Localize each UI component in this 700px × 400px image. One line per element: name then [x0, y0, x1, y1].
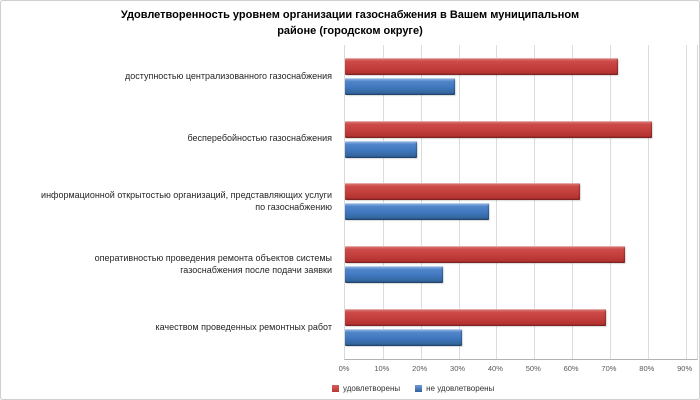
bar-satisfied [345, 309, 607, 327]
legend: удовлетворены не удовлетворены [332, 384, 494, 393]
gridline [420, 45, 422, 359]
legend-label: не удовлетворены [426, 384, 495, 393]
x-axis-tick: 50% [525, 364, 541, 373]
gridline [496, 45, 498, 359]
x-axis-tick: 70% [601, 364, 617, 373]
gridline [458, 45, 460, 359]
x-axis-tick: 90% [677, 364, 693, 373]
x-axis: 0% 10% 20% 30% 40% 50% 60% 70% 80% 90% [339, 364, 696, 375]
legend-swatch-satisfied [332, 385, 339, 392]
bar-satisfied [345, 57, 618, 75]
x-axis-tick: 40% [487, 364, 503, 373]
category-axis: доступностью централизованного газоснабж… [1, 45, 338, 359]
plot-area [344, 45, 698, 360]
bar-row [345, 45, 697, 108]
category-label: оперативностью проведения ремонта объект… [94, 253, 332, 275]
bar-row [345, 296, 697, 359]
bar-row [345, 108, 697, 171]
legend-item: удовлетворены [332, 384, 400, 393]
x-axis-tick: 0% [338, 364, 350, 373]
chart-title: Удовлетворенность уровнем организации га… [120, 9, 580, 37]
x-axis-tick: 30% [450, 364, 466, 373]
gridline [572, 45, 574, 359]
bar-rows [345, 45, 697, 359]
x-axis-tick: 80% [639, 364, 655, 373]
bar-not-satisfied [345, 266, 444, 284]
bar-not-satisfied [345, 140, 417, 158]
bar-satisfied [345, 246, 626, 264]
bar-not-satisfied [345, 77, 455, 95]
category-label: информационной открытостью организаций, … [41, 190, 332, 212]
bar-satisfied [345, 183, 580, 201]
gridline [609, 45, 611, 359]
legend-label: удовлетворены [343, 384, 401, 393]
gridline [685, 45, 687, 359]
category-label: бесперебойностью газоснабжения [187, 133, 332, 144]
category-label: качеством проведенных ремонтных работ [155, 321, 332, 332]
bar-not-satisfied [345, 203, 489, 221]
legend-swatch-not-satisfied [415, 385, 423, 392]
bar-satisfied [345, 120, 652, 138]
x-axis-tick: 20% [412, 364, 428, 373]
gridline [647, 45, 649, 359]
gridline [534, 45, 536, 359]
x-axis-tick: 10% [374, 364, 390, 373]
category-label: доступностью централизованного газоснабж… [124, 70, 332, 81]
gridline [382, 45, 384, 359]
bar-row [345, 233, 697, 296]
bar-row [345, 171, 697, 234]
bar-not-satisfied [345, 329, 463, 347]
legend-item: не удовлетворены [415, 384, 494, 393]
x-axis-tick: 60% [563, 364, 579, 373]
